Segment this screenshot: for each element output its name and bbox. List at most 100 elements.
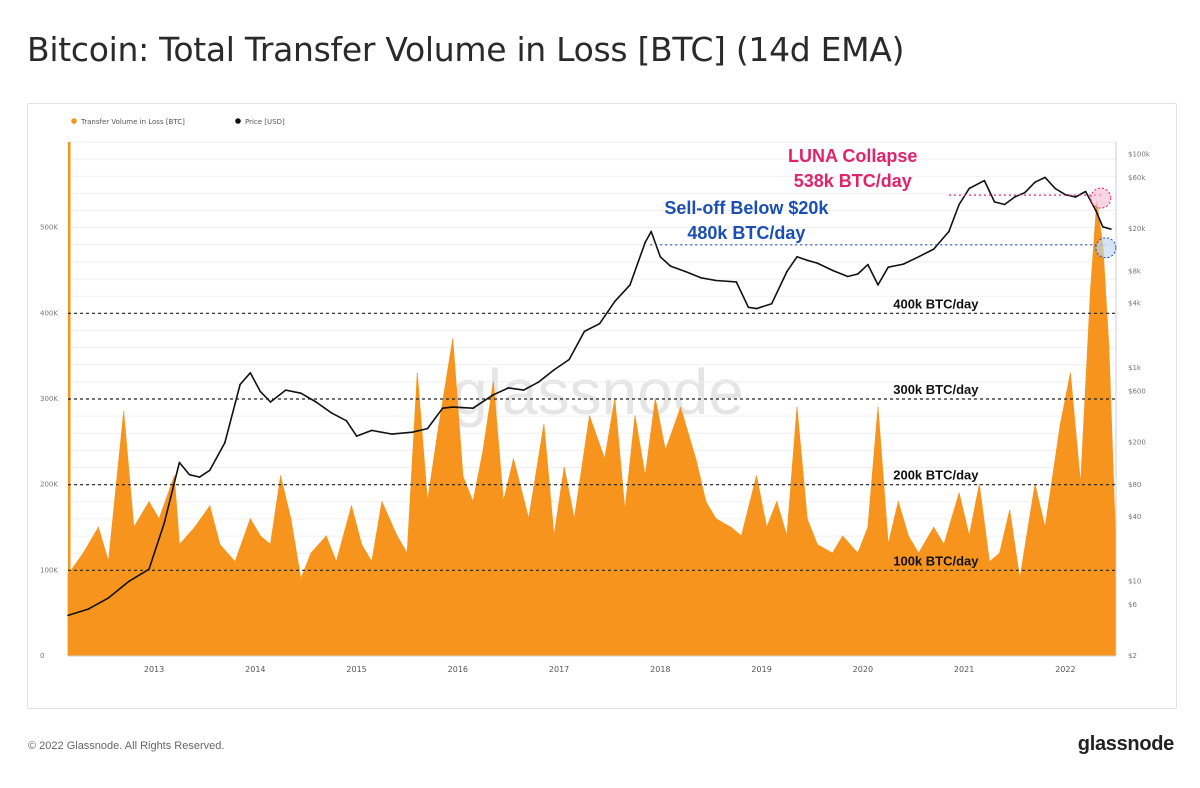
volume-point bbox=[361, 544, 363, 546]
legend-label-volume: Transfer Volume in Loss [BTC] bbox=[80, 118, 185, 126]
volume-point bbox=[290, 518, 292, 520]
price-point bbox=[816, 262, 819, 264]
volume-point bbox=[776, 501, 778, 503]
price-point bbox=[239, 383, 241, 386]
volume-point bbox=[978, 484, 980, 486]
volume-point bbox=[907, 535, 910, 537]
price-point bbox=[1034, 181, 1036, 183]
y-right-tick-label: $1k bbox=[1128, 364, 1142, 372]
volume-point bbox=[148, 501, 150, 503]
price-point bbox=[188, 473, 191, 476]
volume-point bbox=[755, 475, 758, 477]
x-tick-label: 2019 bbox=[751, 665, 771, 674]
price-point bbox=[755, 307, 758, 310]
price-point bbox=[867, 263, 869, 266]
price-point bbox=[614, 300, 616, 303]
price-point bbox=[391, 433, 393, 435]
volume-point bbox=[280, 475, 282, 477]
y-right-tick-label: $6 bbox=[1128, 601, 1137, 609]
volume-point bbox=[1019, 578, 1021, 580]
volume-point bbox=[416, 372, 418, 374]
volume-point bbox=[1080, 484, 1082, 486]
volume-point bbox=[178, 544, 180, 546]
volume-point bbox=[563, 466, 565, 469]
reference-line-label: 100k BTC/day bbox=[893, 553, 979, 568]
volume-point bbox=[1108, 347, 1110, 349]
chart-svg: glassnode Transfer Volume in Loss [BTC] … bbox=[40, 118, 1151, 674]
price-point bbox=[948, 230, 950, 233]
y-left-tick-label: 0 bbox=[40, 652, 44, 660]
volume-point bbox=[300, 578, 302, 580]
price-point bbox=[983, 179, 986, 182]
volume-point bbox=[123, 411, 125, 413]
price-point bbox=[315, 401, 317, 403]
volume-point bbox=[664, 449, 667, 451]
volume-point bbox=[1090, 287, 1092, 289]
price-point bbox=[452, 406, 454, 408]
price-point bbox=[209, 469, 211, 472]
volume-point bbox=[857, 552, 859, 554]
price-point bbox=[249, 372, 252, 374]
volume-point bbox=[897, 501, 899, 503]
volume-point bbox=[958, 492, 960, 494]
x-tick-label: 2018 bbox=[650, 665, 670, 674]
price-point bbox=[163, 522, 165, 525]
price-point bbox=[796, 256, 798, 258]
y-right-tick-label: $10 bbox=[1128, 577, 1141, 585]
price-point bbox=[902, 263, 905, 265]
volume-point bbox=[426, 501, 429, 503]
volume-point bbox=[705, 501, 707, 503]
price-point bbox=[553, 369, 555, 371]
price-line-layer bbox=[67, 176, 1112, 617]
price-point bbox=[1024, 191, 1026, 194]
y-right-tick-label: $100k bbox=[1128, 151, 1151, 159]
volume-point bbox=[133, 526, 135, 529]
y-right-tick-label: $80 bbox=[1128, 481, 1141, 489]
y-right-tick-label: $4k bbox=[1128, 300, 1142, 308]
volume-point bbox=[249, 518, 251, 520]
volume-point bbox=[740, 535, 743, 537]
axes-layer: 0 100K 200K 300K 400K 500K $2 $6 $10 $40 $80 $200 $6… bbox=[40, 142, 1151, 674]
price-point bbox=[669, 265, 672, 267]
price-point bbox=[583, 330, 586, 333]
volume-point bbox=[512, 458, 515, 460]
price-point bbox=[684, 270, 687, 273]
volume-area bbox=[67, 201, 1117, 657]
volume-point bbox=[82, 552, 84, 554]
volume-point bbox=[867, 526, 869, 529]
volume-point bbox=[1069, 372, 1071, 374]
x-tick-label: 2013 bbox=[144, 665, 164, 674]
x-tick-label: 2020 bbox=[853, 665, 873, 674]
volume-point bbox=[67, 574, 69, 576]
price-point bbox=[958, 203, 960, 206]
x-tick-label: 2016 bbox=[448, 665, 468, 674]
price-point bbox=[269, 401, 272, 403]
price-point bbox=[330, 412, 333, 414]
price-point bbox=[107, 597, 110, 599]
price-point bbox=[1003, 203, 1006, 206]
volume-point bbox=[816, 544, 818, 546]
price-point bbox=[1084, 190, 1087, 193]
legend-swatch-price bbox=[235, 118, 241, 124]
price-point bbox=[887, 266, 889, 268]
price-point bbox=[178, 461, 181, 464]
volume-point bbox=[528, 518, 530, 520]
price-point bbox=[917, 256, 920, 258]
volume-point bbox=[482, 449, 484, 451]
volume-point bbox=[1009, 509, 1011, 511]
volume-point bbox=[107, 561, 110, 563]
price-point bbox=[411, 431, 414, 434]
price-point bbox=[715, 279, 717, 282]
volume-point bbox=[634, 415, 636, 417]
volume-point bbox=[604, 458, 606, 460]
volume-point bbox=[786, 535, 788, 537]
selloff-annotation-title: Sell-off Below $20k bbox=[664, 198, 829, 218]
volume-point bbox=[1059, 424, 1061, 426]
price-point bbox=[472, 407, 474, 410]
y-right-tick-label: $2 bbox=[1128, 652, 1137, 660]
volume-point bbox=[588, 415, 591, 417]
volume-point bbox=[462, 475, 464, 477]
x-tick-label: 2022 bbox=[1055, 665, 1075, 674]
price-point bbox=[224, 441, 226, 444]
price-point bbox=[426, 427, 429, 430]
